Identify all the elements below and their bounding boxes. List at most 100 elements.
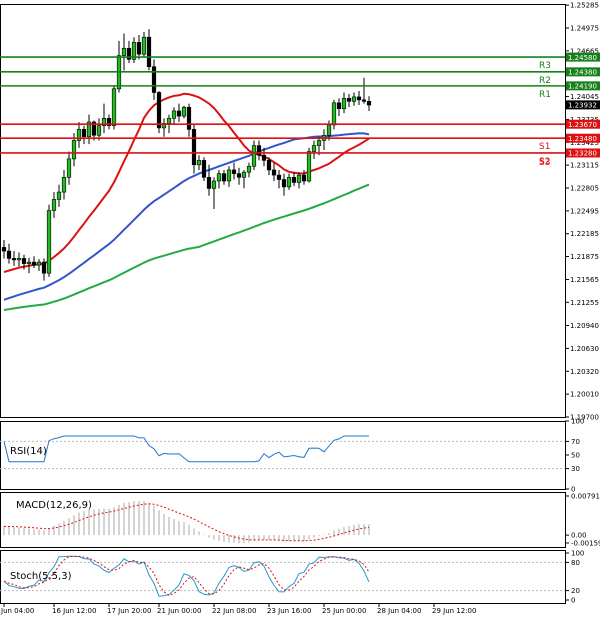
candle-body — [266, 160, 272, 171]
candle-body — [111, 88, 117, 126]
pivot-price-box — [566, 148, 600, 158]
price-tick-label: 1.21255 — [570, 299, 599, 307]
candle-body — [301, 174, 307, 182]
candle-body — [16, 258, 22, 261]
candle-body — [151, 66, 157, 93]
candle-body — [156, 92, 162, 129]
candle-body — [51, 199, 57, 211]
candle-body — [76, 129, 82, 141]
pivot-price-box — [566, 67, 600, 77]
candle-body — [56, 191, 62, 200]
price-tick-label: 1.24665 — [570, 47, 599, 55]
stoch-main-line — [3, 555, 370, 597]
price-tick-label: 1.21875 — [570, 253, 599, 261]
pivot-price-box — [566, 52, 600, 62]
candle-body — [271, 169, 277, 176]
candle-body — [71, 140, 77, 160]
candle-body — [46, 210, 52, 274]
macd-signal-line — [3, 503, 370, 542]
candle-body — [126, 47, 132, 60]
pivot-price-box — [566, 119, 600, 129]
pivot-price-label: 1.24190 — [568, 83, 597, 91]
macd-tick-label: 0.00 — [571, 532, 587, 540]
price-tick-label: 1.20630 — [570, 345, 599, 353]
rsi-tick-label: 100 — [571, 418, 584, 426]
candle-body — [366, 101, 372, 106]
candle-body — [351, 96, 357, 102]
rsi-tick-label: 0 — [571, 486, 575, 494]
rsi-tick-label: 50 — [571, 452, 580, 460]
x-tick-label: 22 Jun 08:00 — [212, 607, 256, 615]
candle-body — [21, 258, 27, 264]
rsi-label: RSI(14) — [10, 446, 47, 457]
stoch-tick-label: 100 — [571, 550, 584, 558]
pivot-tag: S1 — [539, 142, 550, 152]
current-price-box — [566, 100, 600, 110]
candle-body — [131, 42, 137, 60]
candle-body — [206, 177, 212, 189]
candle-body — [261, 154, 267, 161]
macd-label: MACD(12,26,9) — [16, 500, 92, 511]
pivot-tag: R2 — [539, 76, 551, 86]
candle-body — [306, 151, 312, 182]
candle-body — [86, 121, 92, 138]
candle-body — [191, 129, 197, 166]
pivot-tag: S3 — [539, 158, 550, 168]
stoch-label: Stoch(5,5,3) — [10, 571, 72, 582]
candle-body — [171, 110, 177, 119]
pivot-price-label: 1.24580 — [568, 54, 597, 62]
candle-body — [91, 121, 97, 136]
candle-body — [211, 180, 217, 189]
candle-body — [31, 261, 37, 266]
candle-body — [36, 261, 42, 266]
rsi-line — [3, 435, 369, 463]
candle-body — [101, 118, 107, 126]
candle-body — [331, 102, 337, 126]
macd-tick-label: 0.007912 — [571, 493, 600, 501]
x-tick-label: 16 Jun 12:00 — [52, 607, 96, 615]
candle-body — [236, 173, 242, 178]
price-tick-label: 1.25285 — [570, 2, 599, 10]
candle-body — [81, 129, 87, 138]
candle-body — [246, 165, 252, 173]
price-tick-label: 1.23425 — [570, 139, 599, 147]
price-tick-label: 1.20320 — [570, 368, 599, 376]
candle-body — [361, 99, 367, 102]
stoch-signal-line — [3, 555, 370, 597]
candle-body — [41, 261, 47, 274]
candle-body — [201, 160, 207, 178]
candle-body — [251, 145, 257, 167]
pivot-price-label: 1.23670 — [568, 121, 597, 129]
price-tick-label: 1.19700 — [570, 414, 599, 422]
x-tick-label: 29 Jun 12:00 — [432, 607, 476, 615]
candle-body — [346, 98, 352, 102]
candle-body — [146, 36, 152, 67]
candle-body — [276, 174, 282, 180]
candle-body — [26, 261, 32, 264]
candle-body — [356, 96, 362, 101]
macd-tick-label: -0.001593 — [571, 540, 600, 548]
pivot-price-label: 1.23280 — [568, 150, 597, 158]
candle-body — [341, 98, 347, 110]
price-tick-label: 1.20010 — [570, 391, 599, 399]
candle-body — [281, 179, 287, 188]
price-tick-label: 1.20940 — [570, 322, 599, 330]
candle-body — [256, 145, 262, 156]
candle-body — [181, 106, 187, 117]
candle-body — [296, 174, 302, 183]
candle-body — [141, 36, 147, 55]
candle-body — [106, 118, 112, 126]
candle-body — [241, 171, 247, 178]
candle-body — [196, 160, 202, 166]
pivot-price-label: 1.23480 — [568, 135, 597, 143]
candle-body — [221, 173, 227, 182]
macd-pane — [0, 492, 566, 548]
price-tick-label: 1.23115 — [570, 162, 599, 170]
pivot-price-label: 1.24380 — [568, 69, 597, 77]
price-tick-label: 1.21565 — [570, 276, 599, 284]
candle-body — [326, 124, 332, 136]
candle-body — [6, 250, 12, 259]
candle-body — [311, 145, 317, 152]
candle-body — [216, 173, 222, 182]
